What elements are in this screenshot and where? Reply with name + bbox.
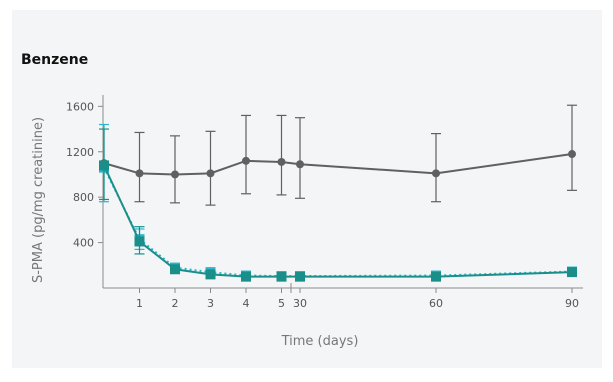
x-tick-label: 60 [429,297,443,310]
y-axis-label: S-PMA (pg/mg creatinine) [31,117,46,283]
data-point [205,269,216,280]
x-axis-label: Time (days) [281,334,359,349]
data-point [277,157,286,166]
series-line-2 [103,167,573,278]
data-point [431,271,441,282]
series-line-3 [103,164,573,278]
data-point [567,267,577,278]
y-tick-label: 1600 [66,100,94,113]
x-tick-label: 2 [172,297,179,310]
data-point [206,169,215,178]
data-point [242,156,250,165]
data-point [134,236,145,247]
data-point [295,271,305,282]
x-tick-label: 90 [565,297,579,310]
data-point [432,169,440,178]
chart-title: Benzene [21,52,89,68]
x-tick-label: 4 [243,297,250,310]
x-tick-label: 3 [207,297,214,310]
data-point [241,271,251,282]
y-tick-label: 1200 [66,146,94,159]
data-point [135,169,144,178]
chart-panel [12,10,602,368]
data-point [568,150,576,159]
y-tick-label: 800 [73,191,94,204]
axes: 400 800 1200 1600 1 2 3 4 5 30 60 90 [66,95,583,310]
y-tick-label: 400 [73,237,94,250]
series-layer [99,104,577,282]
x-tick-label: 1 [136,297,143,310]
data-point [276,271,287,282]
data-point [170,264,180,275]
x-tick-label: 5 [278,297,285,310]
data-point [296,160,304,169]
x-tick-label: 30 [293,297,307,310]
data-point [99,160,109,171]
data-point [171,170,179,179]
